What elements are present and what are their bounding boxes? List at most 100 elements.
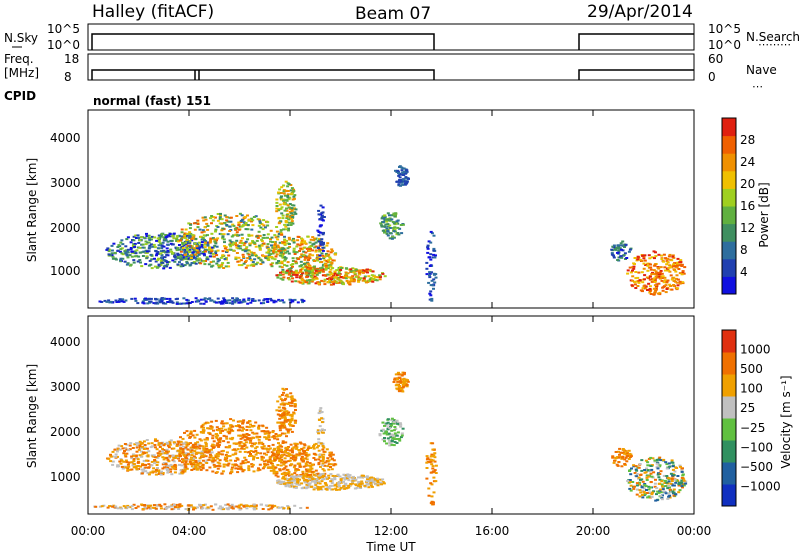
velocity-echo (200, 453, 204, 456)
power-echo (270, 236, 274, 239)
power-echo (292, 241, 296, 244)
power-echo (349, 270, 353, 272)
power-echo (368, 278, 372, 281)
power-echo (182, 302, 185, 305)
power-echo (273, 248, 277, 251)
power-echo (178, 244, 181, 246)
power-echo (274, 255, 278, 258)
velocity-echo (204, 443, 208, 445)
power-echo (625, 257, 629, 259)
velocity-echo (247, 467, 251, 470)
power-echo (119, 241, 123, 244)
power-echo (326, 278, 329, 280)
velocity-echo (305, 458, 309, 461)
power-echo (273, 234, 277, 237)
power-echo (287, 236, 291, 239)
velocity-echo (300, 482, 304, 485)
velocity-echo (290, 483, 294, 486)
velocity-echo (398, 437, 402, 440)
power-echo (202, 298, 206, 301)
power-echo (247, 297, 251, 300)
velocity-echo (253, 505, 257, 508)
power-echo (179, 250, 183, 253)
power-echo (262, 299, 266, 302)
power-echo (352, 271, 356, 274)
velocity-echo (109, 453, 112, 456)
velocity-echo (247, 434, 251, 436)
power-echo (164, 239, 168, 242)
velocity-echo (271, 465, 275, 467)
power-echo (633, 281, 637, 284)
velocity-echo (672, 491, 676, 494)
power-echo (176, 246, 180, 249)
velocity-echo (254, 504, 258, 507)
power-echo (288, 196, 292, 199)
power-echo (214, 242, 218, 245)
velocity-echo (161, 467, 165, 470)
velocity-echo (218, 438, 222, 441)
power-echo (634, 271, 638, 273)
velocity-echo (282, 453, 286, 456)
power-echo (277, 209, 281, 212)
power-echo (680, 263, 684, 266)
power-echo (394, 222, 398, 225)
power-echo (292, 271, 296, 274)
velocity-echo (644, 459, 648, 462)
power-echo (337, 270, 341, 273)
velocity-echo (247, 469, 251, 472)
velocity-echo (224, 435, 228, 438)
power-echo (311, 236, 315, 239)
velocity-echo (321, 442, 325, 445)
power-echo (321, 206, 325, 209)
velocity-echo (184, 447, 188, 450)
velocity-echo (244, 441, 248, 444)
velocity-echo (638, 481, 641, 484)
power-echo (308, 241, 312, 244)
velocity-echo (298, 483, 302, 486)
velocity-echo (238, 425, 242, 427)
velocity-echo (261, 447, 265, 450)
velocity-echo (290, 402, 294, 404)
velocity-echo (321, 474, 325, 477)
power-echo (228, 243, 232, 246)
power-echo (289, 216, 293, 219)
velocity-echo (168, 454, 172, 457)
power-echo (649, 268, 653, 271)
velocity-echo (370, 476, 374, 479)
power-echo (316, 229, 320, 232)
power-echo (204, 248, 208, 251)
power-echo (218, 217, 222, 220)
velocity-echo (312, 447, 316, 450)
power-echo (629, 271, 633, 274)
power-echo (279, 231, 283, 234)
velocity-echo (400, 434, 404, 437)
power-echo (229, 216, 233, 219)
velocity-echo (655, 499, 659, 502)
velocity-echo (169, 439, 173, 442)
power-echo (200, 245, 204, 248)
velocity-echo (337, 482, 341, 485)
power-echo (210, 222, 213, 225)
velocity-echo (319, 465, 322, 468)
velocity-echo (241, 445, 244, 448)
velocity-echo (114, 505, 118, 508)
power-echo (249, 264, 253, 267)
power-echo (225, 302, 228, 304)
velocity-echo (682, 479, 686, 482)
power-echo (229, 242, 233, 245)
power-echo (394, 169, 397, 172)
velocity-echo (241, 470, 245, 473)
velocity-echo (383, 424, 386, 427)
power-echo (269, 263, 273, 266)
power-echo (626, 272, 630, 275)
velocity-echo (667, 495, 671, 498)
power-echo (434, 254, 437, 257)
power-echo (623, 246, 626, 248)
power-echo (191, 236, 195, 239)
velocity-echo (659, 470, 663, 473)
velocity-colorbar-tick: 25 (740, 401, 755, 415)
power-echo (285, 271, 289, 274)
power-echo (215, 245, 219, 248)
velocity-echo (242, 442, 246, 445)
velocity-echo (120, 465, 124, 468)
